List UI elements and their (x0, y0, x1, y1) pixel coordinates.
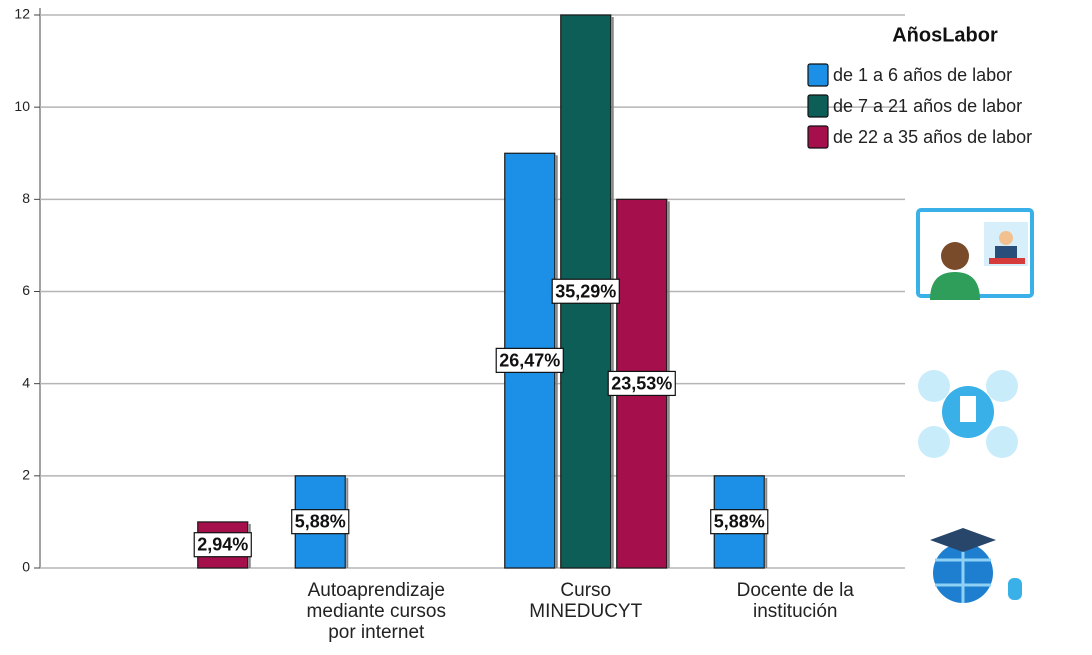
data-label-text: 5,88% (714, 512, 765, 532)
y-tick-label: 8 (22, 190, 30, 206)
icon-classroom (918, 370, 1018, 458)
y-tick-label: 2 (22, 467, 30, 483)
data-label-box (551, 278, 620, 304)
data-label-text: 23,53% (611, 373, 672, 393)
legend-title: AñosLabor (892, 24, 998, 46)
y-tick-label: 10 (14, 98, 30, 114)
data-label-text: 2,94% (197, 535, 248, 555)
data-label: 5,88% (291, 509, 350, 535)
data-label: 26,47% (495, 347, 564, 373)
legend-swatch (807, 94, 829, 118)
x-tick-label: Docente de la institución (736, 580, 854, 622)
data-label: 35,29% (551, 278, 620, 304)
x-tick-label: Curso MINEDUCYT (529, 580, 643, 622)
y-tick-label: 4 (22, 374, 30, 390)
data-label-text: 5,88% (295, 512, 346, 532)
x-tick-label: Autoaprendizaje mediante cursos por inte… (306, 580, 446, 643)
legend-swatch (807, 125, 829, 149)
legend-swatch (807, 63, 829, 87)
y-tick-label: 6 (22, 282, 30, 298)
data-label-text: 26,47% (499, 350, 560, 370)
data-label-box (710, 509, 769, 535)
data-label-text: 35,29% (555, 281, 616, 301)
legend-label: de 22 a 35 años de labor (833, 127, 1032, 147)
legend-label: de 1 a 6 años de labor (833, 65, 1012, 85)
icon-online-learning (930, 528, 1022, 603)
data-label-box (495, 347, 564, 373)
data-label: 23,53% (607, 370, 676, 397)
data-label: 5,88% (710, 509, 769, 535)
y-tick-label: 12 (14, 6, 30, 22)
data-label-box (291, 509, 350, 535)
data-label-box (193, 532, 252, 558)
legend-label: de 7 a 21 años de labor (833, 96, 1022, 116)
data-label-box (607, 370, 676, 397)
y-tick-label: 0 (22, 559, 30, 575)
data-label: 2,94% (193, 532, 252, 558)
icon-video-call (916, 208, 1034, 300)
